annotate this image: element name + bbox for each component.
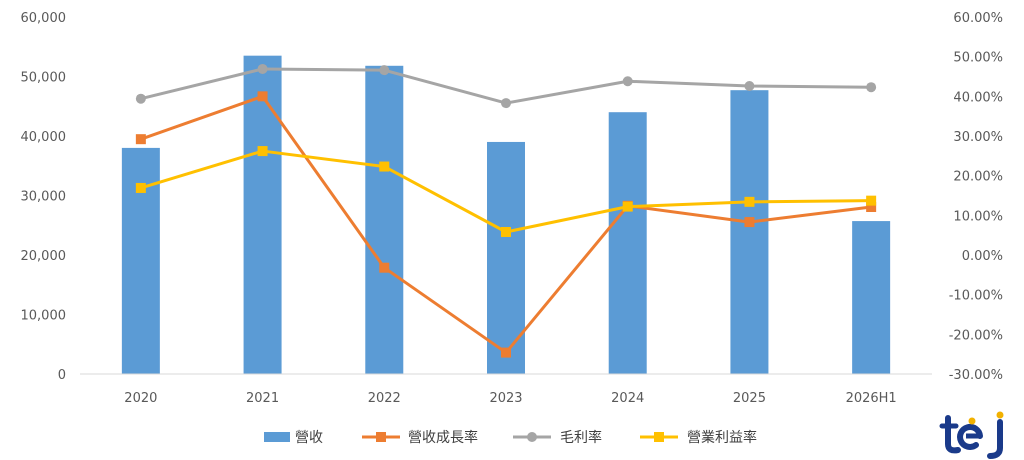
revenue-bar (852, 221, 891, 374)
revenue-bar (121, 147, 160, 374)
right-tick-label: -20.00% (949, 328, 1003, 343)
series-point (866, 202, 877, 213)
series-point (501, 98, 511, 109)
tej-logo (939, 411, 1004, 459)
right-tick-label: -30.00% (949, 368, 1003, 383)
category-label: 2024 (611, 391, 644, 406)
revenue-bar (730, 90, 769, 374)
left-tick-label: 50,000 (21, 71, 67, 86)
right-tick-label: 20.00% (953, 170, 1003, 185)
right-tick-label: -10.00% (949, 289, 1003, 304)
category-label: 2020 (124, 391, 157, 406)
legend-label: 營收成長率 (408, 429, 478, 446)
legend-marker (654, 432, 664, 442)
right-tick-label: 50.00% (953, 51, 1003, 66)
right-tick-label: 40.00% (953, 90, 1003, 105)
series-point (135, 182, 146, 193)
legend-label: 營收 (295, 430, 323, 446)
series-point (744, 81, 755, 92)
left-axis: 0 10,000 20,000 30,000 40,000 50,000 60,000 (21, 11, 67, 383)
x-axis: 2020 2021 2022 2023 2024 2025 2026H1 (124, 391, 896, 406)
series-point (501, 347, 511, 358)
series-point (257, 91, 268, 102)
series-point (622, 76, 633, 87)
series-point (257, 63, 268, 74)
left-tick-label: 40,000 (21, 130, 67, 145)
series-point (866, 195, 877, 206)
right-tick-label: 30.00% (953, 130, 1003, 145)
revenue-bars (121, 55, 891, 375)
left-tick-label: 60,000 (21, 11, 67, 26)
series-point (866, 82, 877, 93)
legend: 營收 營收成長率 毛利率 營業利益率 (264, 429, 757, 446)
legend-marker (376, 432, 386, 442)
series-point (257, 146, 268, 157)
series-point (379, 65, 390, 76)
revenue-bar (487, 141, 525, 374)
legend-marker (527, 432, 537, 442)
right-tick-label: 60.00% (953, 11, 1003, 26)
revenue-bar (243, 55, 282, 375)
left-tick-label: 0 (58, 368, 66, 383)
right-tick-label: 10.00% (953, 209, 1003, 224)
right-tick-label: 0.00% (962, 249, 1003, 264)
left-tick-label: 20,000 (21, 249, 67, 264)
right-axis: -30.00% -20.00% -10.00% 0.00% 10.00% 20.00% 30… (949, 11, 1003, 383)
legend-label: 毛利率 (560, 429, 602, 446)
series-point (744, 217, 755, 228)
series-point (379, 262, 390, 273)
ratio-lines (135, 63, 877, 358)
series-point (501, 226, 511, 237)
legend-label: 營業利益率 (687, 429, 757, 446)
revenue-bar (365, 65, 404, 374)
series-point (379, 161, 390, 172)
revenue-bar (608, 112, 647, 374)
category-label: 2025 (733, 391, 766, 406)
category-label: 2023 (489, 391, 522, 406)
series-point (135, 134, 146, 145)
category-label: 2021 (246, 391, 279, 406)
left-tick-label: 10,000 (21, 309, 67, 324)
series-point (622, 201, 633, 212)
series-point (744, 196, 755, 207)
legend-swatch (264, 432, 290, 442)
category-label: 2026H1 (846, 391, 897, 406)
series-point (135, 93, 146, 104)
category-label: 2022 (368, 391, 401, 406)
left-tick-label: 30,000 (21, 190, 67, 205)
